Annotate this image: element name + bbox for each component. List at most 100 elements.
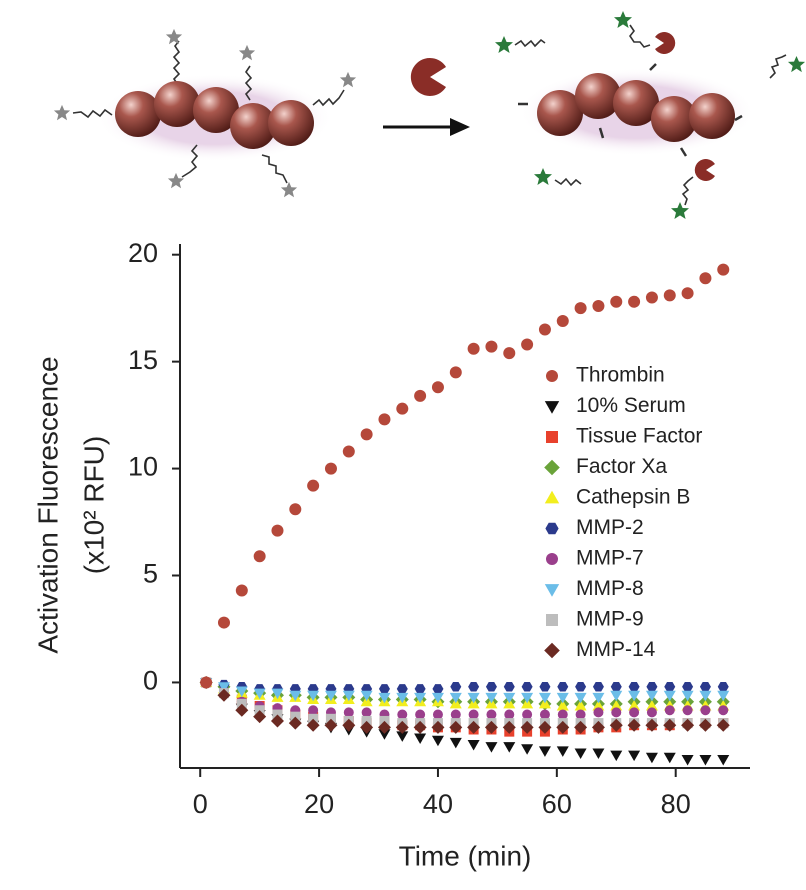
- data-point: [557, 681, 569, 692]
- data-point: [271, 524, 284, 537]
- data-point: [592, 748, 605, 760]
- data-point: [556, 314, 569, 327]
- data-point: [628, 295, 641, 308]
- data-point: [663, 289, 676, 302]
- data-point: [200, 676, 213, 689]
- y-tick-label: 15: [128, 345, 158, 375]
- data-point: [414, 692, 427, 704]
- y-axis-label: (x10² RFU): [78, 436, 109, 574]
- data-point: [664, 681, 676, 692]
- data-point: [503, 692, 516, 704]
- data-point: [306, 718, 320, 732]
- data-point: [396, 684, 408, 694]
- data-point: [700, 705, 711, 716]
- legend-marker: [546, 431, 558, 443]
- data-point: [485, 340, 498, 353]
- data-point: [521, 744, 534, 755]
- data-point: [663, 718, 677, 732]
- data-point: [538, 720, 552, 734]
- x-tick-label: 80: [661, 789, 691, 819]
- data-point: [431, 381, 444, 394]
- legend-marker: [546, 553, 558, 565]
- data-point: [432, 709, 443, 720]
- data-point: [627, 718, 641, 732]
- data-point: [235, 686, 248, 698]
- data-point: [610, 681, 622, 692]
- data-point: [308, 705, 319, 716]
- legend-marker: [544, 642, 560, 659]
- data-point: [235, 584, 248, 597]
- data-point: [360, 720, 374, 734]
- data-point: [593, 707, 604, 718]
- protease: [410, 58, 446, 96]
- data-point: [575, 709, 586, 720]
- data-point: [592, 699, 605, 711]
- data-point: [538, 746, 551, 757]
- data-point: [414, 684, 426, 694]
- y-axis-label: Activation Fluorescence: [32, 356, 63, 653]
- data-point: [289, 503, 302, 516]
- data-point: [324, 718, 338, 732]
- data-point: [484, 720, 498, 734]
- data-point: [378, 413, 391, 426]
- data-point: [467, 692, 480, 704]
- data-point: [396, 731, 409, 742]
- data-point: [360, 690, 373, 702]
- data-point: [503, 742, 516, 753]
- legend-label: Thrombin: [576, 364, 665, 387]
- y-tick-label: 20: [128, 238, 158, 268]
- data-point: [663, 690, 676, 702]
- data-point: [217, 616, 230, 629]
- data-point: [307, 690, 320, 702]
- data-point: [485, 692, 498, 704]
- data-point: [574, 720, 588, 734]
- x-tick-label: 60: [542, 789, 572, 819]
- data-point: [485, 742, 498, 753]
- legend-marker: [544, 490, 560, 504]
- data-point: [681, 287, 694, 300]
- data-point: [324, 462, 337, 475]
- data-point: [414, 389, 427, 402]
- data-point: [663, 752, 676, 764]
- data-point: [681, 690, 694, 702]
- data-point: [377, 720, 391, 734]
- data-point: [699, 690, 712, 702]
- data-point: [610, 690, 623, 702]
- legend-label: 10% Serum: [576, 394, 686, 417]
- data-point: [611, 707, 622, 718]
- data-point: [628, 681, 640, 692]
- protease: [655, 32, 676, 54]
- legend-label: MMP-7: [576, 547, 644, 570]
- data-point: [682, 681, 694, 692]
- free-fluorophores: [495, 11, 806, 219]
- legend-label: MMP-2: [576, 516, 644, 539]
- data-point: [503, 347, 516, 360]
- data-point: [253, 710, 267, 724]
- legend-label: MMP-8: [576, 577, 644, 600]
- data-point: [556, 692, 569, 704]
- data-point: [591, 720, 605, 734]
- data-point: [629, 707, 640, 718]
- legend-label: Factor Xa: [576, 455, 667, 478]
- data-point: [592, 692, 605, 704]
- data-point: [342, 445, 355, 458]
- data-point: [415, 709, 426, 720]
- data-point: [592, 681, 604, 692]
- data-point: [414, 733, 427, 745]
- data-point: [449, 692, 462, 704]
- data-point: [378, 729, 391, 740]
- data-point: [699, 681, 711, 692]
- arrow-head: [450, 118, 470, 136]
- legend-label: MMP-14: [576, 638, 656, 661]
- data-point: [645, 752, 658, 764]
- data-point: [413, 720, 427, 734]
- data-point: [467, 720, 481, 734]
- quenched-substrates: [53, 28, 357, 198]
- x-tick-label: 20: [304, 789, 334, 819]
- x-tick-label: 0: [193, 789, 208, 819]
- data-point: [378, 692, 391, 704]
- data-point: [699, 272, 712, 285]
- data-point: [592, 300, 605, 313]
- data-point: [520, 720, 534, 734]
